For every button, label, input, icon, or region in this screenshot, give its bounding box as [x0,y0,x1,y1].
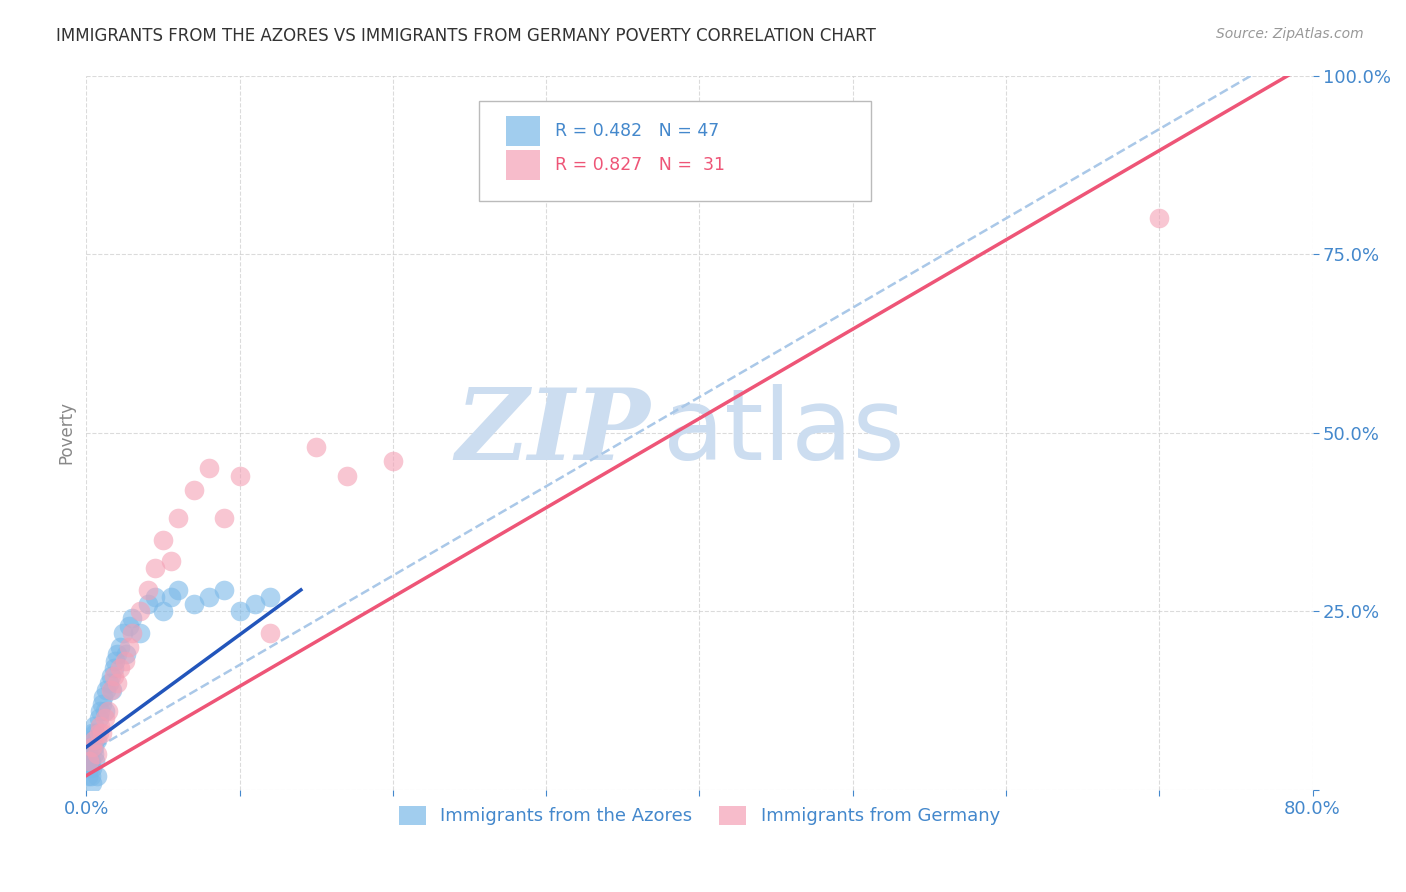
Point [152,604,174,618]
Point [79,755,101,769]
Point [86,747,108,762]
Point [87,711,110,725]
Point [76,769,98,783]
Point [93,711,115,725]
Text: R = 0.482   N = 47: R = 0.482 N = 47 [555,122,718,140]
Point [121,611,143,625]
Point [82,740,104,755]
Point [97,704,120,718]
Point [101,682,124,697]
Point [96,682,118,697]
Point [118,618,141,632]
Point [89,718,111,732]
Point [76,747,98,762]
Point [82,762,104,776]
Point [84,725,107,739]
Y-axis label: Poverty: Poverty [58,401,75,464]
Text: Source: ZipAtlas.com: Source: ZipAtlas.com [1216,27,1364,41]
Point [91,690,114,704]
Point [89,704,111,718]
Point [98,675,121,690]
Point [104,654,127,668]
Point [183,483,205,497]
Point [86,769,108,783]
Point [93,704,115,718]
Point [79,762,101,776]
Point [83,740,105,755]
Point [83,718,105,732]
Point [83,732,105,747]
Point [86,732,108,747]
Point [118,640,141,654]
Point [336,468,359,483]
Point [108,661,131,675]
Text: IMMIGRANTS FROM THE AZORES VS IMMIGRANTS FROM GERMANY POVERTY CORRELATION CHART: IMMIGRANTS FROM THE AZORES VS IMMIGRANTS… [56,27,876,45]
Point [100,682,122,697]
Point [183,597,205,611]
Point [108,640,131,654]
Legend: Immigrants from the Azores, Immigrants from Germany: Immigrants from the Azores, Immigrants f… [389,797,1010,835]
Point [121,625,143,640]
Point [129,604,152,618]
Point [129,625,152,640]
Point [90,725,112,739]
Point [103,661,125,675]
Point [114,654,136,668]
Point [167,511,190,525]
Point [259,590,281,604]
Point [105,647,128,661]
Point [100,668,122,682]
Point [80,755,103,769]
Point [136,597,159,611]
Point [82,725,104,739]
Point [198,590,221,604]
Point [243,597,266,611]
Bar [506,116,540,146]
Point [198,461,221,475]
Bar [506,150,540,180]
Point [305,440,328,454]
Point [103,668,125,682]
Point [381,454,404,468]
Text: atlas: atlas [662,384,904,481]
Point [259,625,281,640]
Point [79,740,101,755]
Point [80,732,103,747]
Point [228,468,250,483]
FancyBboxPatch shape [478,101,872,201]
Point [228,604,250,618]
Point [136,582,159,597]
Text: R = 0.827   N =  31: R = 0.827 N = 31 [555,156,724,174]
Point [90,697,112,711]
Point [152,533,174,547]
Point [87,725,110,739]
Point [84,755,107,769]
Point [167,582,190,597]
Point [159,554,181,568]
Point [105,675,128,690]
Point [82,776,104,790]
Point [212,511,235,525]
Point [143,561,166,575]
Point [112,625,135,640]
Point [1149,211,1171,226]
Point [83,747,105,762]
Point [212,582,235,597]
Point [80,769,103,783]
Text: ZIP: ZIP [456,384,651,481]
Point [143,590,166,604]
Point [115,647,138,661]
Point [79,755,101,769]
Point [159,590,181,604]
